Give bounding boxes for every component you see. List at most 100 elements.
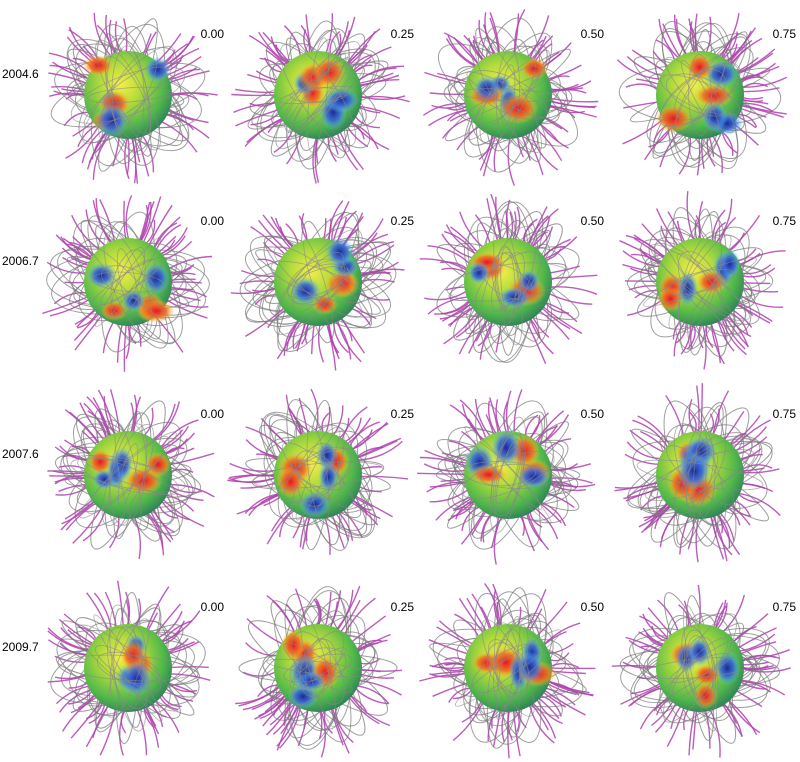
front-field-loop: [665, 268, 735, 296]
phase-label: 0.50: [581, 214, 605, 228]
front-field-loop: [491, 252, 525, 312]
front-field-loop: [95, 39, 161, 151]
front-field-loop: [110, 249, 146, 315]
field-maps: [42, 9, 791, 759]
front-field-loop: [252, 461, 384, 489]
phase-label: 0.50: [581, 27, 605, 41]
front-field-loop: [481, 619, 535, 717]
front-field-loop: [446, 262, 570, 302]
open-field-line: [332, 318, 352, 360]
phase-label: 0.00: [201, 214, 225, 228]
spot-positive: [470, 464, 507, 485]
front-field-loop: [500, 246, 516, 318]
front-field-loop: [95, 645, 161, 691]
front-field-loop: [487, 623, 529, 713]
front-field-loop: [653, 242, 747, 322]
front-field-loop: [644, 449, 756, 501]
front-field-loop: [468, 70, 548, 120]
open-field-line: [348, 692, 391, 727]
front-field-loop: [104, 56, 152, 134]
open-field-line: [262, 214, 294, 252]
front-field-loop: [660, 63, 740, 127]
front-field-loop: [290, 52, 346, 138]
front-field-loop: [275, 41, 361, 149]
phase-label: 0.25: [391, 214, 415, 228]
front-field-loop: [668, 234, 732, 330]
field-map: [417, 389, 596, 565]
front-field-loop: [491, 433, 525, 517]
front-field-loop: [480, 226, 536, 338]
field-map: [619, 191, 786, 370]
front-field-loop: [279, 85, 357, 105]
phase-label: 0.25: [391, 407, 415, 421]
front-field-loop: [659, 62, 741, 128]
phase-label: 0.75: [773, 214, 797, 228]
front-field-loop: [81, 45, 175, 145]
open-field-line: [337, 128, 364, 171]
front-field-loop: [680, 59, 720, 131]
front-field-loop: [650, 244, 750, 320]
front-field-loop: [678, 236, 722, 328]
front-field-loop: [674, 69, 726, 121]
front-field-loop: [109, 625, 147, 711]
open-field-line: [526, 509, 550, 551]
front-field-loop: [287, 265, 349, 299]
field-map: [227, 388, 409, 555]
front-field-loop: [682, 604, 718, 732]
front-field-loop: [464, 426, 552, 524]
front-field-loop: [292, 263, 344, 301]
front-field-loop: [272, 62, 364, 128]
front-field-loop: [662, 613, 738, 723]
front-field-loop: [79, 431, 177, 519]
front-field-loop: [114, 422, 142, 528]
front-field-loop: [660, 637, 740, 699]
front-field-loop: [93, 614, 163, 722]
front-field-loop: [270, 260, 366, 304]
spot-negative: [516, 651, 544, 684]
open-field-line: [324, 13, 334, 57]
front-field-loop: [664, 56, 736, 134]
front-field-loop: [500, 64, 516, 126]
front-field-loop: [299, 608, 337, 728]
front-field-loop: [116, 248, 140, 316]
front-field-loop: [94, 236, 162, 328]
front-field-loop: [683, 629, 717, 707]
front-field-loop: [495, 439, 521, 511]
row-epoch-label: 2007.6: [2, 447, 39, 461]
front-field-loop: [111, 45, 145, 145]
field-map: [48, 12, 218, 184]
front-field-loop: [290, 259, 346, 305]
front-field-loop: [475, 65, 541, 125]
front-field-loop: [289, 647, 347, 689]
front-field-loop: [491, 252, 525, 312]
front-field-loop: [493, 218, 523, 346]
front-field-loop: [686, 635, 714, 701]
front-field-loop: [643, 257, 757, 307]
front-field-loop: [283, 653, 353, 683]
open-field-line: [540, 238, 571, 261]
open-field-line: [544, 64, 582, 81]
front-field-loop: [277, 447, 359, 503]
front-field-loop: [289, 647, 347, 689]
front-field-loop: [283, 642, 353, 694]
front-field-loop: [306, 425, 330, 525]
front-field-loop: [659, 227, 741, 337]
front-field-loop: [79, 454, 177, 496]
front-field-loop: [489, 416, 527, 534]
front-field-loop: [673, 54, 727, 136]
spot-negative: [718, 249, 741, 280]
front-field-loop: [482, 263, 534, 301]
field-map: [616, 12, 788, 176]
spot-negative: [299, 490, 331, 518]
spot-negative: [473, 75, 501, 101]
open-field-line: [330, 705, 350, 754]
front-field-loop: [287, 258, 349, 306]
front-field-loop: [101, 265, 155, 299]
spot-positive: [685, 53, 714, 82]
open-field-line: [493, 133, 503, 172]
front-field-loop: [291, 427, 345, 523]
front-field-loop: [70, 457, 186, 493]
field-map: [231, 13, 410, 184]
front-field-loop: [471, 643, 545, 693]
